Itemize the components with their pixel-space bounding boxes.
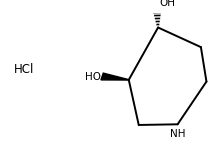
Text: HCl: HCl xyxy=(14,63,35,76)
Polygon shape xyxy=(101,73,129,80)
Text: HO: HO xyxy=(85,71,101,81)
Text: OH: OH xyxy=(159,0,175,9)
Text: NH: NH xyxy=(170,129,185,139)
